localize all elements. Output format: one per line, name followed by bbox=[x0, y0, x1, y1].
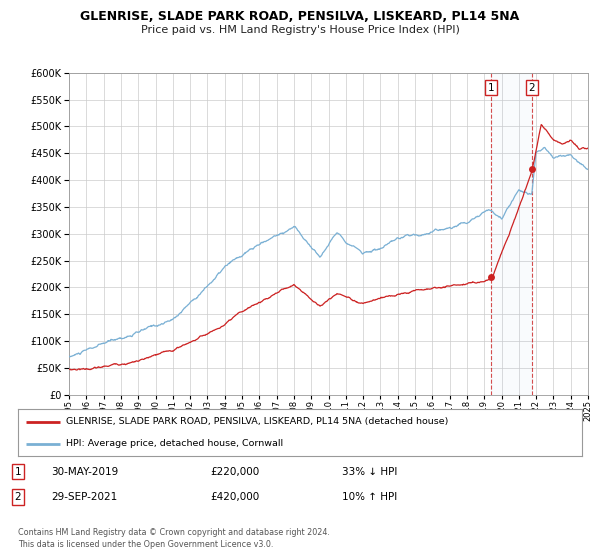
Text: 10% ↑ HPI: 10% ↑ HPI bbox=[342, 492, 397, 502]
Text: 1: 1 bbox=[488, 83, 494, 93]
Text: 33% ↓ HPI: 33% ↓ HPI bbox=[342, 466, 397, 477]
Text: This data is licensed under the Open Government Licence v3.0.: This data is licensed under the Open Gov… bbox=[18, 540, 274, 549]
Text: 2: 2 bbox=[529, 83, 535, 93]
Text: £420,000: £420,000 bbox=[210, 492, 259, 502]
Text: 2: 2 bbox=[14, 492, 22, 502]
Text: GLENRISE, SLADE PARK ROAD, PENSILVA, LISKEARD, PL14 5NA: GLENRISE, SLADE PARK ROAD, PENSILVA, LIS… bbox=[80, 10, 520, 23]
Text: HPI: Average price, detached house, Cornwall: HPI: Average price, detached house, Corn… bbox=[66, 439, 283, 448]
Bar bbox=[491, 73, 532, 395]
Text: GLENRISE, SLADE PARK ROAD, PENSILVA, LISKEARD, PL14 5NA (detached house): GLENRISE, SLADE PARK ROAD, PENSILVA, LIS… bbox=[66, 417, 448, 426]
Text: 29-SEP-2021: 29-SEP-2021 bbox=[51, 492, 117, 502]
Text: £220,000: £220,000 bbox=[210, 466, 259, 477]
Text: Contains HM Land Registry data © Crown copyright and database right 2024.: Contains HM Land Registry data © Crown c… bbox=[18, 528, 330, 536]
Text: 1: 1 bbox=[14, 466, 22, 477]
Text: Price paid vs. HM Land Registry's House Price Index (HPI): Price paid vs. HM Land Registry's House … bbox=[140, 25, 460, 35]
Text: 30-MAY-2019: 30-MAY-2019 bbox=[51, 466, 118, 477]
